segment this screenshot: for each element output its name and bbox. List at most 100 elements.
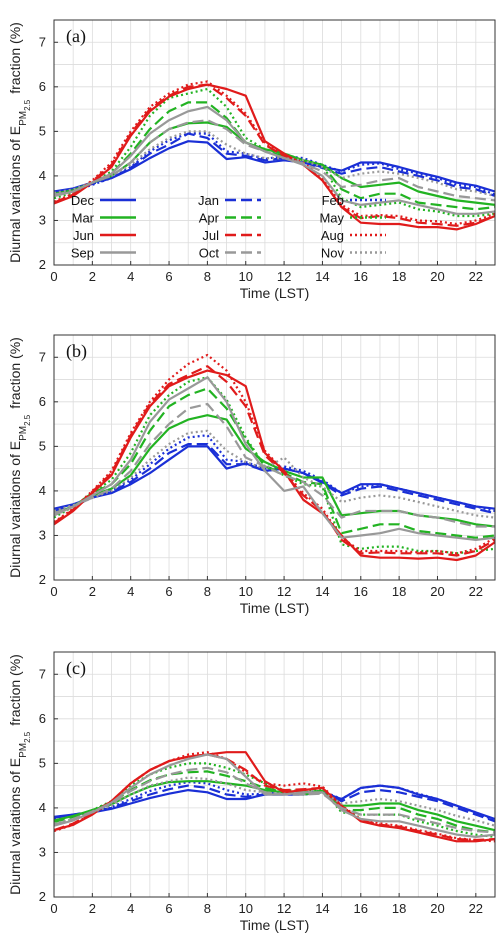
legend-item-aug: Aug — [321, 228, 386, 243]
y-axis-title: Diurnal variations of EPM2.5fraction (%) — [7, 654, 32, 895]
x-tick-label: 0 — [50, 584, 57, 599]
legend-label: Nov — [321, 246, 345, 261]
legend-item-oct: Oct — [199, 246, 261, 261]
plot-area — [54, 20, 495, 265]
plot-frame — [53, 19, 496, 266]
x-tick-label: 12 — [277, 901, 291, 916]
x-tick-label: 4 — [127, 901, 134, 916]
series-line-sep — [53, 753, 496, 839]
series-line-may — [53, 376, 496, 555]
series-line-nov — [53, 429, 496, 519]
series-line-oct — [53, 119, 496, 202]
legend-item-mar: Mar — [72, 211, 136, 226]
series-line-oct — [53, 766, 496, 834]
y-tick-label: 2 — [39, 572, 46, 587]
x-tick-label: 14 — [315, 901, 329, 916]
y-tick-label: 5 — [39, 438, 46, 453]
y-tick-label: 7 — [39, 666, 46, 681]
legend-label: Dec — [71, 193, 95, 208]
series-line-feb — [53, 780, 496, 822]
y-tick-label: 4 — [39, 800, 46, 815]
series-line-jul — [53, 83, 496, 227]
plot-frame — [53, 651, 496, 898]
x-tick-label: 12 — [277, 584, 291, 599]
x-tick-label: 10 — [239, 584, 253, 599]
y-tick-label: 3 — [39, 212, 46, 227]
x-tick-label: 2 — [89, 584, 96, 599]
legend-item-jul: Jul — [202, 228, 261, 243]
panel-label: (c) — [66, 658, 86, 679]
y-tick-label: 2 — [39, 889, 46, 904]
legend-label: Mar — [72, 211, 95, 226]
x-tick-label: 6 — [165, 269, 172, 284]
y-tick-label: 3 — [39, 527, 46, 542]
x-tick-label: 20 — [430, 901, 444, 916]
x-tick-label: 20 — [430, 269, 444, 284]
series-line-aug — [53, 80, 496, 226]
x-tick-label: 2 — [89, 901, 96, 916]
x-tick-label: 22 — [469, 901, 483, 916]
y-tick-label: 7 — [39, 349, 46, 364]
legend-item-dec: Dec — [71, 193, 136, 208]
y-axis-title: Diurnal variations of EPM2.5fraction (%) — [7, 337, 32, 578]
panel-label: (b) — [66, 341, 87, 362]
x-tick-label: 18 — [392, 269, 406, 284]
series-line-jan — [53, 132, 496, 198]
x-tick-label: 6 — [165, 584, 172, 599]
series-line-dec — [53, 140, 496, 193]
legend-label: Jul — [202, 228, 219, 243]
y-tick-label: 4 — [39, 168, 46, 183]
y-axis-title: Diurnal variations of EPM2.5fraction (%) — [7, 22, 32, 263]
x-tick-label: 0 — [50, 901, 57, 916]
x-tick-label: 2 — [89, 269, 96, 284]
y-tick-label: 6 — [39, 79, 46, 94]
x-tick-label: 22 — [469, 584, 483, 599]
y-tick-label: 4 — [39, 483, 46, 498]
series-line-jul — [53, 365, 496, 557]
legend-label: Sep — [71, 246, 94, 261]
y-tick-label: 3 — [39, 844, 46, 859]
x-tick-label: 4 — [127, 584, 134, 599]
x-tick-label: 18 — [392, 901, 406, 916]
x-tick-label: 18 — [392, 584, 406, 599]
x-tick-label: 0 — [50, 269, 57, 284]
series-line-jul — [53, 753, 496, 842]
y-tick-label: 6 — [39, 394, 46, 409]
legend-label: May — [319, 211, 344, 226]
x-tick-label: 16 — [354, 269, 368, 284]
y-tick-label: 2 — [39, 257, 46, 272]
x-tick-label: 8 — [204, 269, 211, 284]
x-axis-title: Time (LST) — [240, 600, 309, 616]
legend-item-sep: Sep — [71, 246, 136, 261]
x-tick-label: 8 — [204, 901, 211, 916]
x-axis-title: Time (LST) — [240, 917, 309, 933]
x-tick-label: 12 — [277, 269, 291, 284]
x-tick-label: 4 — [127, 269, 134, 284]
legend-item-nov: Nov — [321, 246, 386, 261]
y-tick-label: 5 — [39, 755, 46, 770]
x-tick-label: 14 — [315, 584, 329, 599]
series-line-feb — [53, 132, 496, 196]
legend-label: Oct — [199, 246, 220, 261]
legend-label: Feb — [322, 193, 344, 208]
x-tick-label: 10 — [239, 901, 253, 916]
legend-label: Jan — [198, 193, 219, 208]
x-tick-label: 6 — [165, 901, 172, 916]
y-tick-label: 7 — [39, 34, 46, 49]
x-tick-label: 14 — [315, 269, 329, 284]
legend-label: Jun — [73, 228, 94, 243]
legend-item-may: May — [319, 211, 386, 226]
series-line-sep — [53, 376, 496, 542]
legend-item-jun: Jun — [73, 228, 136, 243]
x-tick-label: 20 — [430, 584, 444, 599]
legend-item-feb: Feb — [322, 193, 386, 208]
series-line-nov — [53, 776, 496, 827]
x-tick-label: 10 — [239, 269, 253, 284]
y-tick-label: 6 — [39, 711, 46, 726]
series-line-oct — [53, 402, 495, 528]
plot-area — [54, 652, 495, 897]
panel-label: (a) — [66, 26, 86, 47]
